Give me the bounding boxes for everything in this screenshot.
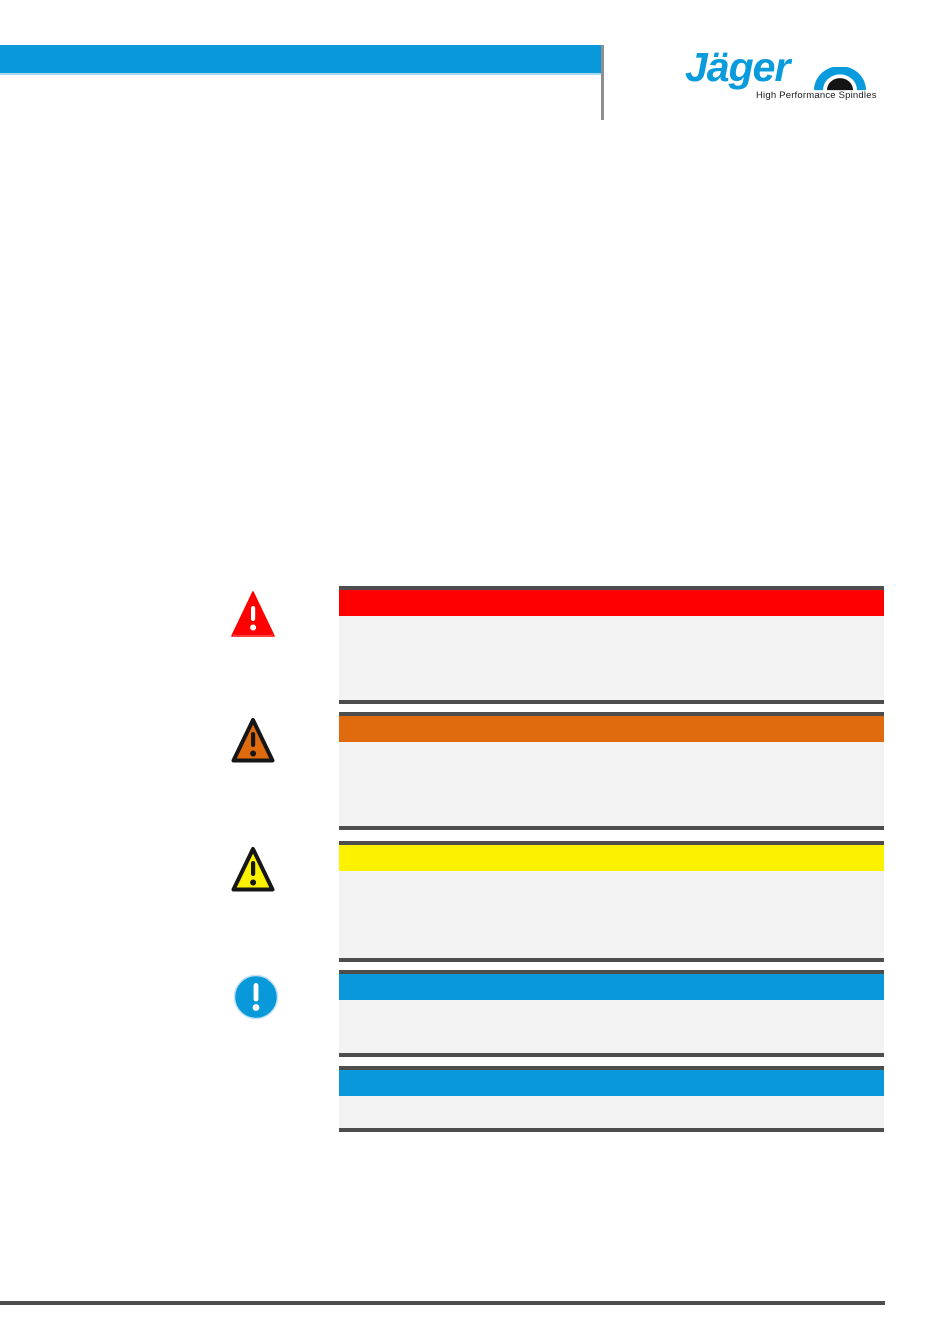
notice-danger-box	[339, 586, 884, 704]
notice-notice-box	[339, 970, 884, 1057]
brand-tagline: High Performance Spindles	[756, 90, 877, 101]
notice-info-body	[339, 1096, 884, 1128]
notice-caution-body	[339, 871, 884, 958]
notice-caution-bar	[339, 845, 884, 871]
warning-triangle-icon	[231, 718, 275, 763]
notice-warning-body	[339, 742, 884, 826]
brand-logo: Jäger High Performance Spindles	[680, 44, 880, 102]
mandatory-circle-icon	[233, 974, 279, 1020]
notice-warning-bar	[339, 716, 884, 742]
notice-warning-box	[339, 712, 884, 830]
notice-danger-bar	[339, 590, 884, 616]
caution-triangle-icon	[231, 847, 275, 892]
logo-arch-icon	[814, 67, 866, 91]
notice-info-box	[339, 1066, 884, 1132]
brand-name: Jäger	[685, 44, 790, 90]
notice-info-bar	[339, 1070, 884, 1096]
danger-triangle-icon	[231, 591, 275, 637]
header-bar	[0, 45, 602, 75]
notice-danger-body	[339, 616, 884, 700]
notice-notice-body	[339, 1000, 884, 1053]
footer-rule	[0, 1301, 885, 1305]
header-separator-line	[601, 45, 604, 120]
notice-caution-box	[339, 841, 884, 962]
notice-notice-bar	[339, 974, 884, 1000]
